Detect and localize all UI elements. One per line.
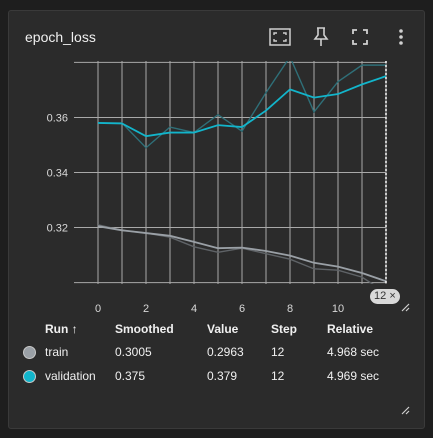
relative-time: 4.969 sec — [327, 369, 380, 383]
run-color-dot — [23, 346, 36, 360]
run-color-dot — [23, 370, 36, 384]
table-row[interactable]: train 0.3005 0.2963 12 4.968 sec — [23, 340, 397, 364]
series-smoothed-line-validation — [97, 75, 386, 138]
x-tick-label: 6 — [239, 303, 245, 315]
x-tick-label: 0 — [95, 303, 101, 315]
close-icon[interactable]: × — [389, 290, 396, 302]
loss-chart[interactable]: 0.32 0.34 0.36 0 2 4 6 8 10 — [9, 51, 424, 316]
run-table: Run ↑ Smoothed Value Step Relative train… — [23, 318, 397, 388]
relative-column-header[interactable]: Relative — [327, 322, 374, 336]
pin-icon[interactable] — [309, 25, 333, 49]
raw-value: 0.2963 — [207, 345, 244, 359]
chart-title: epoch_loss — [25, 29, 96, 45]
y-tick-label: 0.34 — [47, 168, 68, 180]
relative-time: 4.968 sec — [327, 345, 380, 359]
step-chip[interactable]: 12 × — [370, 289, 400, 304]
value-column-header[interactable]: Value — [207, 322, 239, 336]
run-name: train — [45, 345, 69, 359]
series-raw-line-validation — [98, 61, 386, 149]
run-column-header[interactable]: Run ↑ — [45, 322, 78, 336]
more-vert-icon[interactable] — [389, 25, 413, 49]
smoothed-value: 0.375 — [115, 369, 146, 383]
raw-value: 0.379 — [207, 369, 238, 383]
step-value: 12 — [271, 369, 285, 383]
step-value: 12 — [271, 345, 285, 359]
run-name: validation — [45, 369, 96, 383]
smoothed-column-header[interactable]: Smoothed — [115, 322, 174, 336]
chart-card: epoch_loss 0.32 0.34 0.36 0 2 4 6 8 10 12 — [8, 10, 425, 429]
y-tick-label: 0.36 — [47, 112, 68, 124]
y-tick-label: 0.32 — [47, 223, 68, 235]
series-smoothed-line-train — [97, 225, 386, 283]
x-tick-label: 4 — [191, 303, 197, 315]
smoothed-value: 0.3005 — [115, 345, 152, 359]
step-chip-value: 12 — [374, 290, 387, 302]
fullscreen-icon[interactable] — [348, 25, 372, 49]
x-tick-label: 10 — [332, 303, 344, 315]
x-tick-label: 2 — [143, 303, 149, 315]
resize-handle-icon[interactable] — [401, 303, 410, 312]
table-row[interactable]: validation 0.375 0.379 12 4.969 sec — [23, 364, 397, 388]
step-column-header[interactable]: Step — [271, 322, 298, 336]
fit-domain-icon[interactable] — [268, 25, 292, 49]
resize-handle-icon[interactable] — [401, 406, 410, 415]
x-tick-label: 8 — [287, 303, 293, 315]
